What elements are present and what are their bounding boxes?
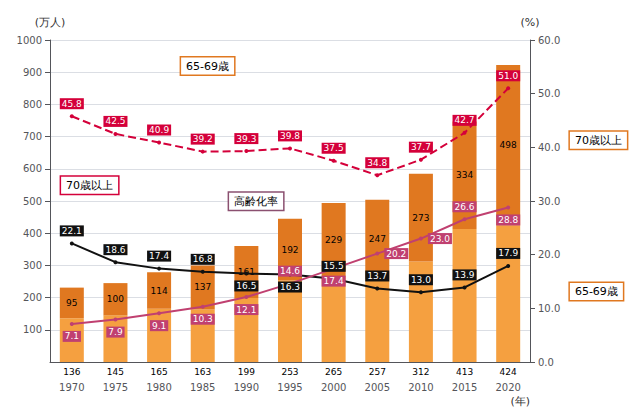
svg-text:28.8: 28.8 [498, 215, 518, 225]
svg-text:257: 257 [369, 367, 386, 377]
svg-text:100: 100 [23, 324, 42, 335]
svg-text:37.5: 37.5 [324, 143, 344, 153]
svg-text:700: 700 [23, 131, 42, 142]
svg-text:161: 161 [238, 267, 255, 277]
svg-text:7.1: 7.1 [65, 331, 79, 341]
svg-text:15.5: 15.5 [324, 261, 344, 271]
svg-text:13.0: 13.0 [411, 275, 431, 285]
svg-text:1995: 1995 [277, 382, 302, 393]
svg-text:247: 247 [369, 234, 386, 244]
svg-text:1980: 1980 [146, 382, 171, 393]
svg-text:高齢化率: 高齢化率 [234, 195, 278, 208]
svg-text:50.0: 50.0 [538, 88, 560, 99]
svg-text:39.3: 39.3 [236, 134, 256, 144]
svg-text:65-69歳: 65-69歳 [575, 285, 618, 298]
svg-text:14.6: 14.6 [280, 266, 300, 276]
svg-text:34.8: 34.8 [367, 158, 387, 168]
svg-text:334: 334 [456, 170, 473, 180]
svg-text:424: 424 [500, 367, 517, 377]
svg-text:16.5: 16.5 [236, 281, 256, 291]
svg-text:165: 165 [150, 367, 167, 377]
svg-text:2015: 2015 [452, 382, 477, 393]
svg-text:253: 253 [281, 367, 298, 377]
svg-text:498: 498 [500, 140, 517, 150]
svg-text:100: 100 [107, 294, 124, 304]
svg-text:20.0: 20.0 [538, 249, 560, 260]
svg-text:10.0: 10.0 [538, 303, 560, 314]
svg-text:16.8: 16.8 [193, 254, 213, 264]
svg-text:9.1: 9.1 [152, 321, 166, 331]
svg-text:37.7: 37.7 [411, 142, 431, 152]
svg-text:2000: 2000 [321, 382, 346, 393]
svg-text:163: 163 [194, 367, 211, 377]
svg-text:137: 137 [194, 282, 211, 292]
svg-text:413: 413 [456, 367, 473, 377]
svg-text:400: 400 [23, 228, 42, 239]
svg-text:1990: 1990 [234, 382, 259, 393]
svg-text:40.0: 40.0 [538, 142, 560, 153]
svg-text:2005: 2005 [365, 382, 390, 393]
svg-text:42.7: 42.7 [455, 115, 475, 125]
svg-text:312: 312 [412, 367, 429, 377]
svg-text:7.9: 7.9 [108, 327, 123, 337]
svg-text:1000: 1000 [17, 35, 42, 46]
svg-text:0.0: 0.0 [538, 357, 554, 368]
svg-text:600: 600 [23, 163, 42, 174]
svg-text:23.0: 23.0 [430, 234, 450, 244]
svg-text:1975: 1975 [103, 382, 128, 393]
svg-text:70歳以上: 70歳以上 [575, 134, 622, 147]
svg-text:95: 95 [66, 298, 77, 308]
svg-text:2010: 2010 [408, 382, 433, 393]
svg-text:1985: 1985 [190, 382, 215, 393]
svg-text:70歳以上: 70歳以上 [66, 179, 113, 192]
svg-text:300: 300 [23, 260, 42, 271]
svg-text:65-69歳: 65-69歳 [186, 60, 229, 73]
svg-text:39.8: 39.8 [280, 131, 300, 141]
svg-text:2020: 2020 [495, 382, 520, 393]
svg-text:(年): (年) [510, 395, 530, 408]
svg-text:114: 114 [150, 286, 167, 296]
svg-text:10.3: 10.3 [193, 314, 213, 324]
svg-text:45.8: 45.8 [62, 99, 82, 109]
svg-text:26.6: 26.6 [455, 202, 475, 212]
svg-text:18.6: 18.6 [105, 245, 125, 255]
svg-text:12.1: 12.1 [236, 305, 256, 315]
svg-text:1970: 1970 [59, 382, 84, 393]
svg-text:16.3: 16.3 [280, 282, 300, 292]
svg-text:20.2: 20.2 [386, 249, 406, 259]
svg-text:13.7: 13.7 [367, 271, 387, 281]
svg-text:39.2: 39.2 [193, 134, 213, 144]
svg-text:40.9: 40.9 [149, 125, 169, 135]
svg-text:273: 273 [412, 213, 429, 223]
svg-text:17.4: 17.4 [149, 251, 169, 261]
svg-text:145: 145 [107, 367, 124, 377]
svg-text:(万人): (万人) [35, 16, 66, 29]
svg-text:500: 500 [23, 196, 42, 207]
svg-text:17.4: 17.4 [324, 276, 344, 286]
svg-text:200: 200 [23, 292, 42, 303]
svg-text:30.0: 30.0 [538, 196, 560, 207]
svg-text:229: 229 [325, 235, 342, 245]
svg-text:22.1: 22.1 [62, 226, 82, 236]
svg-text:136: 136 [63, 367, 80, 377]
svg-text:51.0: 51.0 [498, 71, 518, 81]
svg-text:42.5: 42.5 [105, 116, 125, 126]
svg-text:13.9: 13.9 [455, 270, 475, 280]
svg-text:199: 199 [238, 367, 255, 377]
svg-text:(%): (%) [520, 16, 539, 29]
svg-text:800: 800 [23, 99, 42, 110]
svg-text:17.9: 17.9 [498, 248, 518, 258]
svg-text:192: 192 [281, 245, 298, 255]
svg-text:60.0: 60.0 [538, 35, 560, 46]
svg-text:265: 265 [325, 367, 342, 377]
svg-text:900: 900 [23, 67, 42, 78]
